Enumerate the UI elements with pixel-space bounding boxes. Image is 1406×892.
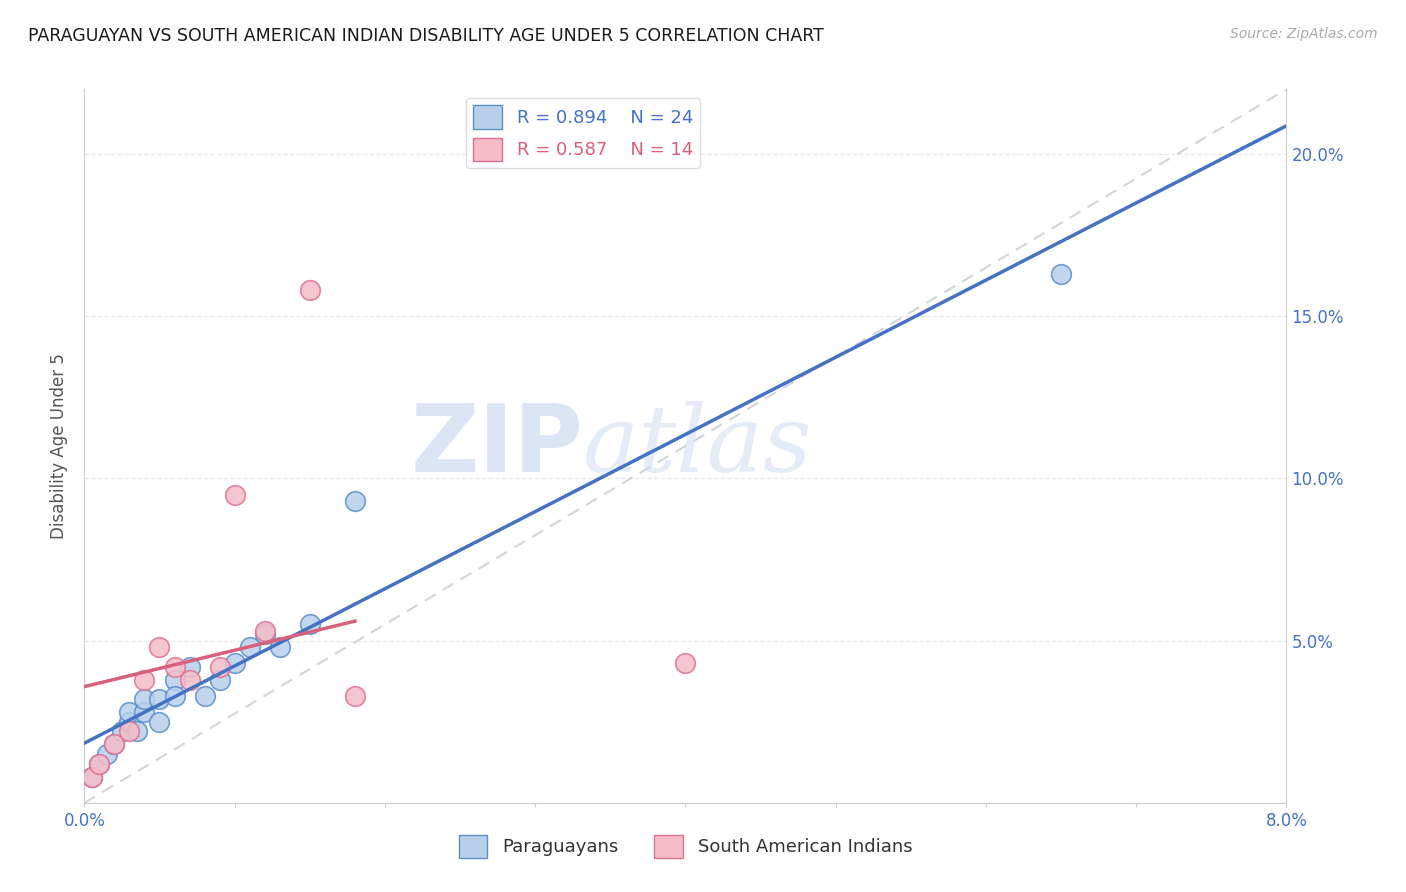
Point xyxy=(194,689,217,703)
Point xyxy=(103,738,125,752)
Point xyxy=(675,657,697,671)
Point xyxy=(343,689,366,703)
Legend: Paraguayans, South American Indians: Paraguayans, South American Indians xyxy=(451,828,920,865)
Point xyxy=(148,714,170,729)
Point xyxy=(80,770,103,784)
Point xyxy=(118,714,141,729)
Point xyxy=(253,627,276,641)
Text: Source: ZipAtlas.com: Source: ZipAtlas.com xyxy=(1230,27,1378,41)
Point xyxy=(208,659,231,673)
Point xyxy=(298,617,321,632)
Point xyxy=(80,770,103,784)
Point xyxy=(179,673,201,687)
Point xyxy=(118,705,141,719)
Point xyxy=(103,738,125,752)
Point xyxy=(134,705,156,719)
Point xyxy=(163,659,186,673)
Point xyxy=(89,756,111,771)
Point xyxy=(134,692,156,706)
Point xyxy=(253,624,276,638)
Point xyxy=(163,689,186,703)
Point xyxy=(148,640,170,654)
Point xyxy=(224,488,246,502)
Text: atlas: atlas xyxy=(583,401,813,491)
Point xyxy=(134,673,156,687)
Point xyxy=(208,673,231,687)
Point xyxy=(118,724,141,739)
Point xyxy=(179,659,201,673)
Y-axis label: Disability Age Under 5: Disability Age Under 5 xyxy=(51,353,69,539)
Point xyxy=(96,747,118,761)
Point xyxy=(343,494,366,508)
Point xyxy=(125,724,148,739)
Point xyxy=(1050,267,1073,281)
Point xyxy=(111,724,134,739)
Point xyxy=(89,756,111,771)
Point xyxy=(148,692,170,706)
Text: ZIP: ZIP xyxy=(411,400,583,492)
Text: PARAGUAYAN VS SOUTH AMERICAN INDIAN DISABILITY AGE UNDER 5 CORRELATION CHART: PARAGUAYAN VS SOUTH AMERICAN INDIAN DISA… xyxy=(28,27,824,45)
Point xyxy=(298,283,321,297)
Point xyxy=(163,673,186,687)
Point xyxy=(224,657,246,671)
Point xyxy=(269,640,291,654)
Point xyxy=(239,640,262,654)
